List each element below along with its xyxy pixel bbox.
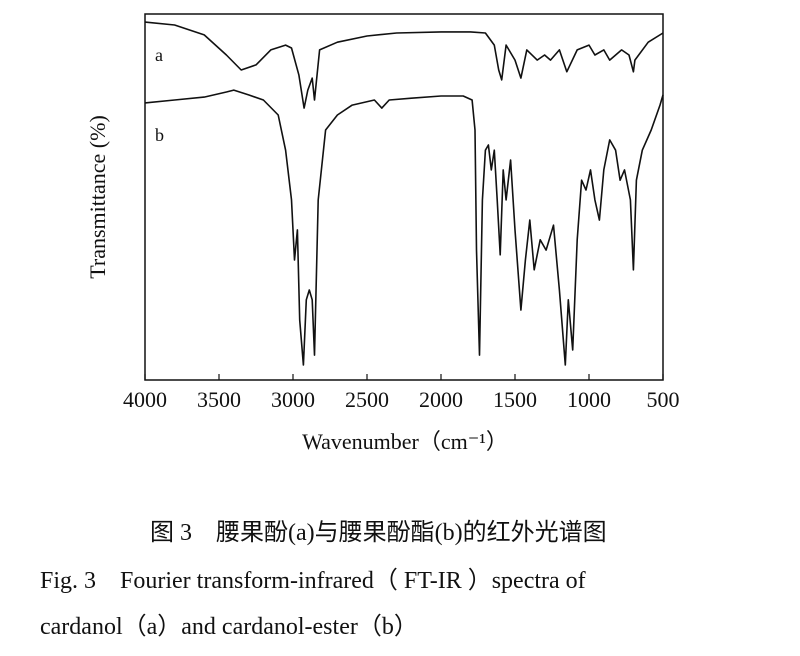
y-axis-label: Transmittance (%) xyxy=(85,115,110,279)
x-tick-label: 500 xyxy=(647,387,680,412)
x-tick-label: 4000 xyxy=(123,387,167,412)
x-tick-label: 1000 xyxy=(567,387,611,412)
plot-frame xyxy=(144,13,664,381)
series-label: a xyxy=(155,45,163,65)
x-axis-label: Wavenumber（cm⁻¹） xyxy=(302,429,508,454)
caption-cn: 图 3 腰果酚(a)与腰果酚酯(b)的红外光谱图 xyxy=(150,519,607,546)
spectrum-line xyxy=(144,89,664,366)
x-tick-label: 3000 xyxy=(271,387,315,412)
caption-en: cardanol（a）and cardanol-ester（b） xyxy=(40,614,418,640)
series-label: b xyxy=(155,125,164,145)
caption-en: Fig. 3 Fourier transform-infrared（ FT-IR… xyxy=(40,568,586,594)
x-tick-label: 2000 xyxy=(419,387,463,412)
x-tick-label: 2500 xyxy=(345,387,389,412)
x-tick-label: 1500 xyxy=(493,387,537,412)
x-tick-label: 3500 xyxy=(197,387,241,412)
spectrum-line xyxy=(144,21,664,109)
